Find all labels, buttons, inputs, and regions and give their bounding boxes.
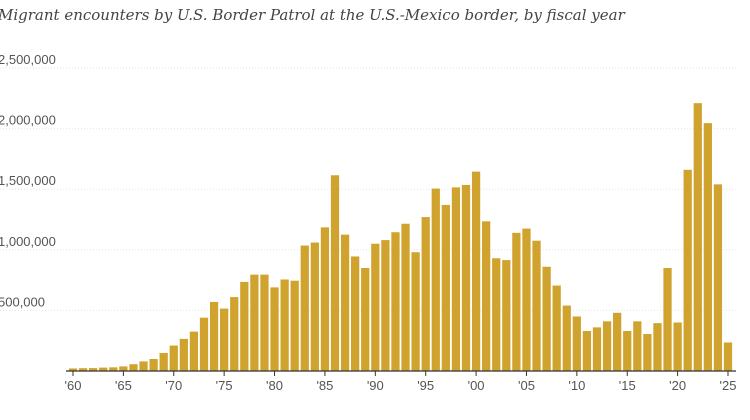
bar-2022 [693, 103, 702, 372]
x-tick-label: '15 [619, 378, 636, 393]
bar-1965 [119, 366, 128, 371]
y-tick-labels: 500,000 1,000,000 1,500,000 2,000,000 2,500,… [0, 52, 56, 309]
bar-2005 [522, 228, 531, 371]
bar-1992 [391, 232, 400, 371]
y-tick-label: 500,000 [0, 294, 45, 309]
bar-1976 [230, 297, 239, 371]
bar-2004 [512, 232, 521, 371]
bar-2008 [552, 285, 561, 371]
bar-1968 [149, 359, 158, 371]
bar-2025 [723, 342, 733, 371]
bar-1993 [401, 223, 410, 371]
bar-2015 [623, 331, 632, 371]
bar-2010 [572, 316, 581, 371]
bar-1999 [461, 184, 471, 371]
x-tick-label: '85 [316, 378, 333, 393]
x-tick-label: '20 [669, 378, 686, 393]
bar-2003 [502, 260, 511, 371]
x-tick-label: '75 [216, 378, 233, 393]
bar-1964 [109, 367, 118, 371]
bar-1970 [169, 345, 178, 371]
bar-1974 [209, 301, 219, 371]
bar-1966 [129, 364, 138, 371]
bar-1973 [199, 317, 209, 371]
bar-2000 [471, 171, 481, 371]
bar-1978 [250, 274, 259, 371]
bar-2021 [683, 169, 692, 371]
bar-2018 [653, 323, 662, 371]
x-tick-label: '05 [518, 378, 535, 393]
bar-1977 [240, 281, 249, 371]
bar-1995 [421, 217, 430, 371]
x-axis [66, 370, 736, 376]
bars [68, 103, 733, 372]
x-tick-label: '10 [568, 378, 585, 393]
bar-1987 [340, 234, 350, 371]
bar-1990 [371, 243, 380, 371]
bar-2014 [613, 312, 622, 371]
x-tick-label: '60 [65, 378, 82, 393]
bar-1969 [159, 352, 168, 371]
x-tick-label: '95 [417, 378, 434, 393]
bar-2009 [562, 305, 571, 371]
y-tick-label: 2,000,000 [0, 113, 56, 128]
bar-1986 [330, 175, 340, 371]
bar-2019 [663, 267, 672, 371]
bar-1979 [260, 274, 269, 371]
bar-2002 [492, 258, 501, 371]
bar-2016 [633, 321, 642, 371]
bar-1989 [361, 267, 370, 371]
bar-1988 [351, 256, 360, 371]
bar-1980 [270, 287, 279, 371]
y-tick-label: 1,500,000 [0, 173, 56, 188]
bar-1960 [68, 368, 78, 371]
bar-1967 [139, 361, 148, 371]
bar-2011 [582, 331, 592, 371]
bar-2017 [643, 334, 652, 371]
bar-1991 [381, 240, 390, 371]
bar-2013 [602, 321, 612, 371]
bar-1981 [280, 279, 289, 371]
x-tick-label: '00 [468, 378, 485, 393]
y-tick-label: 2,500,000 [0, 52, 56, 67]
bar-1972 [189, 331, 199, 371]
bar-2012 [592, 327, 602, 371]
bar-1961 [78, 368, 88, 371]
bar-2001 [482, 221, 491, 371]
bar-2020 [673, 322, 682, 371]
bar-1984 [310, 242, 319, 371]
chart-title: Migrant encounters by U.S. Border Patrol… [0, 6, 625, 24]
bar-1996 [431, 188, 440, 371]
bar-1962 [89, 368, 98, 371]
bar-1994 [411, 252, 420, 371]
x-tick-label: '80 [266, 378, 283, 393]
bar-1985 [320, 227, 330, 371]
y-tick-label: 1,000,000 [0, 234, 56, 249]
bar-1971 [179, 338, 188, 371]
bar-2006 [532, 240, 541, 371]
x-tick-label: '65 [115, 378, 132, 393]
bar-1982 [290, 280, 299, 371]
x-tick-label: '25 [720, 378, 737, 393]
bar-1998 [451, 187, 461, 371]
x-tick-label: '70 [165, 378, 182, 393]
bar-2023 [703, 123, 712, 372]
bar-1963 [99, 367, 108, 371]
x-tick-label: '90 [367, 378, 384, 393]
bar-2007 [542, 266, 551, 371]
bar-1975 [220, 308, 229, 371]
bar-2024 [713, 184, 723, 371]
bar-1983 [300, 245, 309, 371]
bar-1997 [441, 204, 450, 371]
x-tick-labels: '60 '65 '70 '75 '80 '85 '90 '95 '00 '05 '10 '15 '20 '… [65, 378, 737, 393]
